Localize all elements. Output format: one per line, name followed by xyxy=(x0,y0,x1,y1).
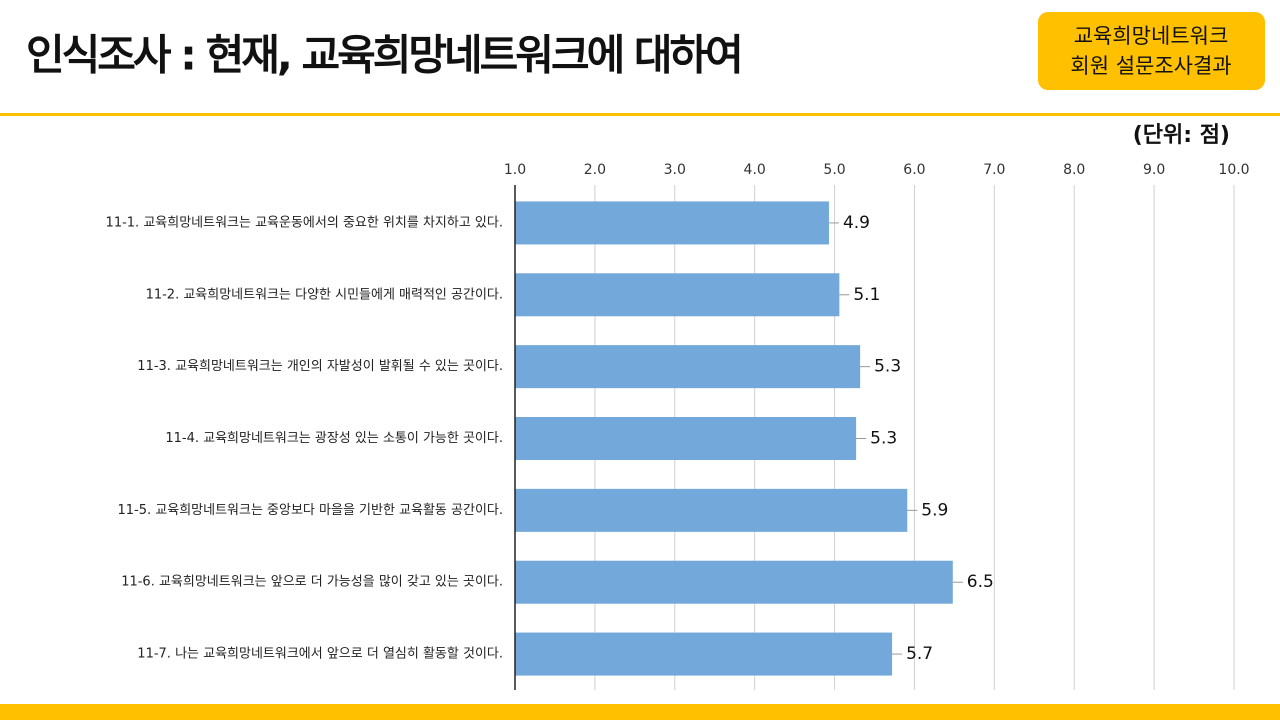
bar xyxy=(515,632,893,676)
x-tick-label: 10.0 xyxy=(1218,162,1249,178)
value-label: 5.1 xyxy=(853,285,880,305)
x-tick-label: 7.0 xyxy=(983,162,1005,178)
bar xyxy=(515,345,861,389)
x-tick-label: 6.0 xyxy=(903,162,925,178)
x-tick-label: 9.0 xyxy=(1143,162,1165,178)
header-rule xyxy=(0,113,1280,116)
value-label: 5.3 xyxy=(874,357,901,377)
category-label: 11-4. 교육희망네트워크는 광장성 있는 소통이 가능한 곳이다. xyxy=(165,431,503,446)
value-label: 4.9 xyxy=(843,213,870,233)
badge-line: 교육희망네트워크 xyxy=(1074,24,1229,48)
bar xyxy=(515,273,840,317)
bar xyxy=(515,488,908,532)
value-label: 5.7 xyxy=(906,644,933,664)
category-label: 11-1. 교육희망네트워크는 교육운동에서의 중요한 위치를 차지하고 있다. xyxy=(106,215,503,230)
x-tick-label: 8.0 xyxy=(1063,162,1085,178)
category-label: 11-2. 교육희망네트워크는 다양한 시민들에게 매력적인 공간이다. xyxy=(146,287,503,302)
x-tick-label: 5.0 xyxy=(823,162,845,178)
category-label: 11-3. 교육희망네트워크는 개인의 자발성이 발휘될 수 있는 곳이다. xyxy=(137,359,503,374)
x-tick-label: 3.0 xyxy=(664,162,686,178)
value-label: 5.3 xyxy=(870,429,897,449)
category-label: 11-6. 교육희망네트워크는 앞으로 더 가능성을 많이 갖고 있는 곳이다. xyxy=(121,575,503,590)
x-tick-label: 2.0 xyxy=(584,162,606,178)
x-tick-label: 4.0 xyxy=(744,162,766,178)
category-label: 11-7. 나는 교육희망네트워크에서 앞으로 더 열심히 활동할 것이다. xyxy=(137,647,503,662)
category-label: 11-5. 교육희망네트워크는 중앙보다 마을을 기반한 교육활동 공간이다. xyxy=(118,503,503,518)
x-tick-label: 1.0 xyxy=(504,162,526,178)
slide-title: 인식조사 : 현재, 교육희망네트워크에 대하여 xyxy=(26,31,741,80)
bar xyxy=(515,417,857,460)
badge-line: 회원 설문조사결과 xyxy=(1070,54,1231,78)
footer-bar xyxy=(0,704,1280,720)
bar xyxy=(515,560,953,604)
value-label: 6.5 xyxy=(967,572,994,592)
value-label: 5.9 xyxy=(921,500,948,520)
unit-label: (단위: 점) xyxy=(1133,123,1230,148)
bar xyxy=(515,201,829,245)
badge xyxy=(1038,12,1265,90)
